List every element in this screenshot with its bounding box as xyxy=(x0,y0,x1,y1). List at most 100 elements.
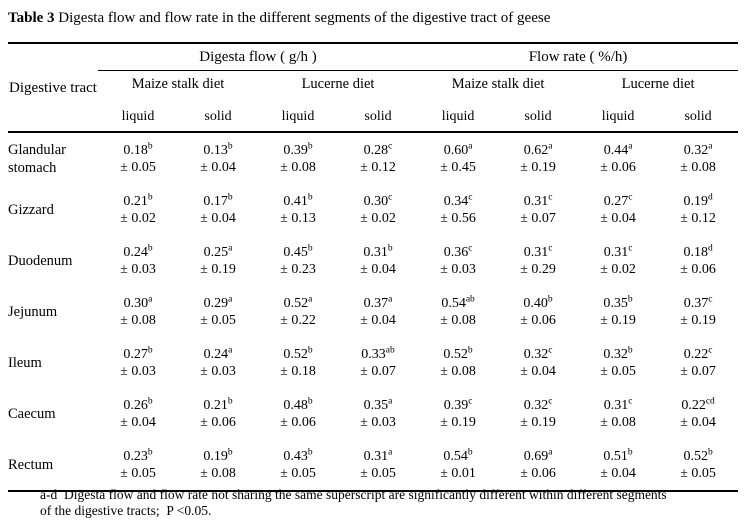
cell-value-line: 0.69a xyxy=(498,447,578,465)
data-cell: 0.24b ± 0.03 xyxy=(98,235,178,286)
cell-standard-deviation: ± 0.03 xyxy=(360,414,396,430)
phase-header-liquid: liquid xyxy=(578,98,659,133)
cell-value: 0.25 xyxy=(203,244,229,260)
data-cell: 0.34c ± 0.56 xyxy=(418,184,498,235)
cell-value-line: 0.37a xyxy=(338,294,418,312)
data-cell: 0.52a ± 0.22 xyxy=(258,286,338,337)
data-cell: 0.19b ± 0.08 xyxy=(178,439,258,491)
cell-standard-deviation: ± 0.05 xyxy=(200,312,236,328)
cell-value-line: 0.31c xyxy=(498,243,578,261)
phase-header-solid: solid xyxy=(338,98,419,133)
cell-value-line: 0.52b xyxy=(258,345,338,363)
phase-header-liquid: liquid xyxy=(258,98,338,133)
digesta-flow-table: Digestive tract Digesta flow ( g/h ) Flo… xyxy=(8,42,739,492)
cell-value: 0.37 xyxy=(683,295,709,311)
cell-value: 0.62 xyxy=(523,142,549,158)
data-cell: 0.33ab ± 0.07 xyxy=(338,337,418,388)
cell-value-line: 0.13b xyxy=(178,140,258,159)
cell-value-line: 0.37c xyxy=(658,294,738,312)
cell-standard-deviation: ± 0.05 xyxy=(280,465,316,481)
table-row: Duodenum 0.24b ± 0.03 0.25a ± 0.19 0.45b ± 0.2… xyxy=(8,235,738,286)
table-caption: Table 3 Digesta flow and flow rate in th… xyxy=(8,8,743,28)
data-cell: 0.27c ± 0.04 xyxy=(578,184,658,235)
cell-standard-deviation: ± 0.03 xyxy=(120,363,156,379)
phase-header-solid: solid xyxy=(658,98,739,133)
significance-superscript: a xyxy=(628,140,633,151)
phase-header-solid: solid xyxy=(178,98,258,133)
cell-value-line: 0.29a xyxy=(178,294,258,312)
segment-label: Ileum xyxy=(8,354,42,371)
cell-value: 0.52 xyxy=(683,448,708,464)
table-row: Rectum 0.23b ± 0.05 0.19b ± 0.08 0.43b ± 0.05 0… xyxy=(8,439,738,491)
cell-value-line: 0.40b xyxy=(498,293,578,312)
cell-value-line: 0.31c xyxy=(498,192,578,210)
data-cell: 0.31c ± 0.02 xyxy=(578,235,658,286)
group-header-digesta-flow: Digesta flow ( g/h ) xyxy=(98,43,419,71)
cell-value: 0.22 xyxy=(681,397,706,413)
cell-standard-deviation: ± 0.04 xyxy=(360,312,396,328)
cell-standard-deviation: ± 0.08 xyxy=(200,465,236,481)
cell-standard-deviation: ± 0.04 xyxy=(600,465,636,481)
cell-standard-deviation: ± 0.45 xyxy=(440,159,476,175)
data-cell: 0.37a ± 0.04 xyxy=(338,286,418,337)
cell-standard-deviation: ± 0.19 xyxy=(680,312,716,328)
data-cell: 0.32c ± 0.04 xyxy=(498,337,578,388)
cell-standard-deviation: ± 0.19 xyxy=(520,414,556,430)
cell-standard-deviation: ± 0.04 xyxy=(200,159,236,175)
cell-value-line: 0.22cd xyxy=(658,396,738,414)
significance-superscript: a xyxy=(308,293,313,304)
data-cell: 0.31c ± 0.08 xyxy=(578,388,658,439)
data-cell: 0.32b ± 0.05 xyxy=(578,337,658,388)
cell-value-line: 0.62a xyxy=(498,141,578,159)
diet-header-maize-digesta: Maize stalk diet xyxy=(131,76,225,92)
cell-value-line: 0.19b xyxy=(178,447,258,465)
cell-value-line: 0.19d xyxy=(658,192,738,210)
cell-value: 0.69 xyxy=(523,448,549,464)
cell-value-line: 0.51b xyxy=(578,447,658,465)
significance-superscript: a xyxy=(388,446,393,457)
cell-value-line: 0.31c xyxy=(578,396,658,414)
significance-superscript: b xyxy=(707,446,713,457)
cell-standard-deviation: ± 0.56 xyxy=(440,210,476,226)
data-cell: 0.41b ± 0.13 xyxy=(258,184,338,235)
cell-standard-deviation: ± 0.08 xyxy=(120,312,156,328)
cell-value-line: 0.52b xyxy=(658,446,738,465)
diet-header-lucerne-flowrate: Lucerne diet xyxy=(621,76,695,92)
cell-standard-deviation: ± 0.08 xyxy=(440,312,476,328)
segment-label: Duodenum xyxy=(8,252,73,269)
significance-superscript: b xyxy=(547,293,553,304)
cell-value: 0.35 xyxy=(603,295,628,311)
cell-standard-deviation: ± 0.23 xyxy=(280,261,316,277)
data-cell: 0.22c ± 0.07 xyxy=(658,337,738,388)
cell-value-line: 0.44a xyxy=(578,140,658,159)
cell-value-line: 0.21b xyxy=(178,396,258,414)
cell-value-line: 0.32c xyxy=(498,396,578,414)
cell-standard-deviation: ± 0.04 xyxy=(360,261,396,277)
cell-value-line: 0.18b xyxy=(98,141,178,159)
significance-superscript: b xyxy=(147,242,153,253)
cell-standard-deviation: ± 0.02 xyxy=(120,210,156,226)
segment-label: Glandular stomach xyxy=(8,141,66,176)
significance-superscript: b xyxy=(227,140,233,151)
data-cell: 0.52b ± 0.08 xyxy=(418,337,498,388)
significance-superscript: b xyxy=(307,395,313,406)
data-cell: 0.54ab ± 0.08 xyxy=(418,286,498,337)
data-cell: 0.44a ± 0.06 xyxy=(578,132,658,184)
data-cell: 0.48b ± 0.06 xyxy=(258,388,338,439)
significance-superscript: c xyxy=(628,242,633,253)
data-cell: 0.28c ± 0.12 xyxy=(338,132,418,184)
significance-superscript: b xyxy=(307,191,313,202)
cell-value: 0.31 xyxy=(363,448,389,464)
cell-standard-deviation: ± 0.06 xyxy=(600,159,636,175)
cell-value: 0.29 xyxy=(203,295,229,311)
cell-standard-deviation: ± 0.08 xyxy=(440,363,476,379)
table-body: Glandular stomach 0.18b ± 0.05 0.13b ± 0.04 0… xyxy=(8,132,738,491)
cell-standard-deviation: ± 0.05 xyxy=(680,465,716,481)
cell-value: 0.32 xyxy=(523,397,549,413)
cell-value: 0.24 xyxy=(123,244,148,260)
cell-value: 0.28 xyxy=(363,142,389,158)
cell-value: 0.18 xyxy=(683,244,708,260)
data-cell: 0.32a ± 0.08 xyxy=(658,132,738,184)
cell-value-line: 0.18d xyxy=(658,243,738,261)
cell-value: 0.39 xyxy=(443,397,469,413)
